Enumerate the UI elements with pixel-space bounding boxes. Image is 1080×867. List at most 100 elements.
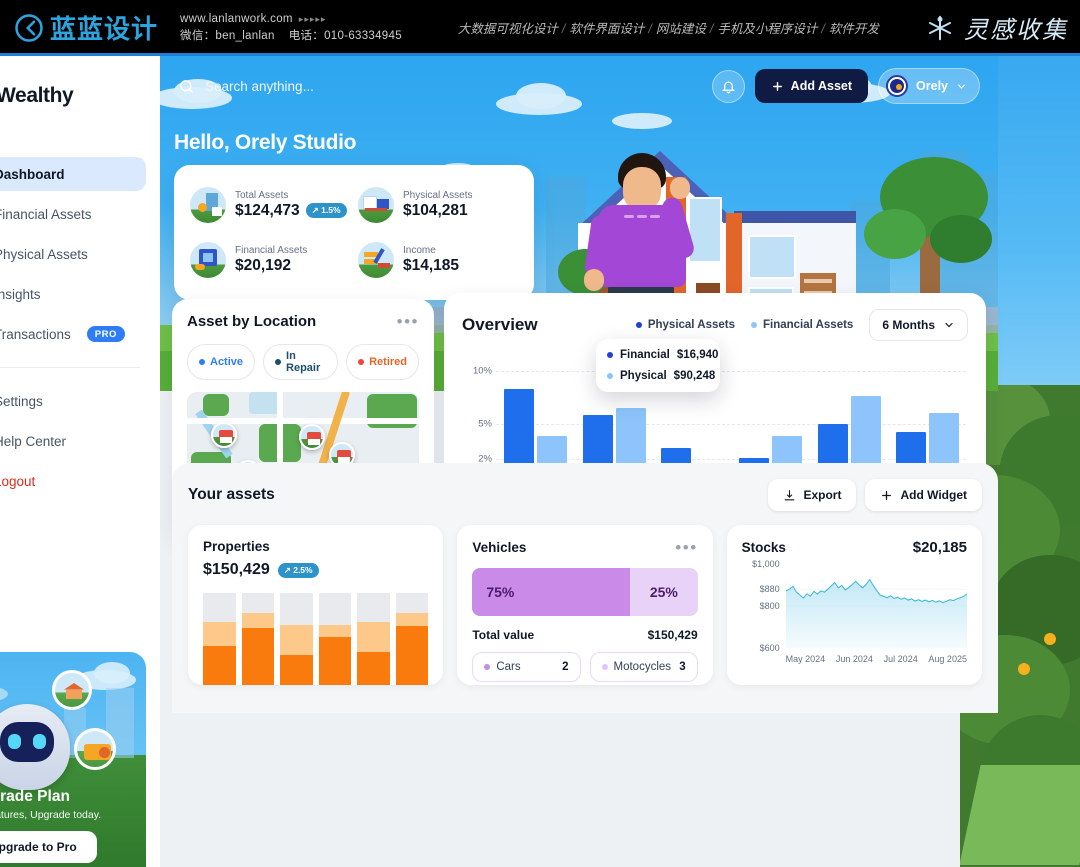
sidebar-item-financial-assets[interactable]: Financial Assets	[0, 197, 146, 231]
stat-financial-assets: Financial Assets $20,192	[190, 235, 350, 287]
stat-value: $104,281	[403, 201, 468, 219]
stat-value-row: $124,473 ↗ 1.5%	[235, 202, 347, 220]
status-chip-in-repair[interactable]: In Repair	[263, 344, 339, 380]
user-menu[interactable]: Orely	[878, 68, 980, 104]
stat-physical-assets: Physical Assets $104,281	[358, 179, 518, 231]
vehicle-chip-motocycles[interactable]: Motocycles 3	[589, 652, 698, 682]
user-name: Orely	[916, 79, 948, 93]
gridline	[496, 459, 966, 461]
download-icon	[785, 489, 795, 500]
add-widget-button[interactable]: Add Widget	[865, 479, 982, 511]
notifications-button[interactable]	[711, 69, 745, 103]
status-chip-active[interactable]: Active	[187, 344, 256, 380]
export-button[interactable]: Export	[768, 479, 857, 511]
sidebar-item-label: Settings	[0, 393, 43, 409]
card-title: Asset by Location	[187, 313, 317, 330]
status-dot	[199, 359, 205, 365]
avatar	[886, 75, 909, 97]
vehicle-dot	[484, 664, 491, 670]
stocks-y-tick: $1,000	[752, 559, 780, 569]
property-bar	[318, 593, 352, 685]
properties-title: Properties	[203, 539, 270, 554]
add-asset-button[interactable]: Add Asset	[754, 69, 869, 103]
header-actions: Add Asset Orely	[711, 68, 980, 104]
property-bar-segment-filled	[241, 627, 275, 685]
bell-icon	[721, 81, 735, 93]
agency-contact: www.lanlanwork.com ▸▸▸▸▸ 微信：ben_lanlan 电…	[180, 11, 402, 44]
status-chip-label: In Repair	[286, 350, 321, 374]
stat-label: Income	[403, 245, 436, 257]
legend-dot	[750, 322, 757, 328]
stocks-plot-area	[785, 564, 967, 648]
sidebar-item-insights[interactable]: Insights	[0, 277, 146, 311]
upgrade-to-pro-button[interactable]: Upgrade to Pro	[0, 831, 97, 863]
vehicle-chip-cars[interactable]: Cars 2	[472, 652, 581, 682]
app-screenshot: Wealthy Dashboard Financial Assets Physi…	[0, 55, 1080, 867]
header-bar: Search anything... Add Asset Orely	[160, 55, 998, 117]
sidebar-item-transactions[interactable]: Transactions PRO	[0, 317, 146, 351]
search-placeholder: Search anything...	[205, 78, 314, 94]
y-axis-tick: 2%	[478, 453, 492, 465]
status-chip-label: Retired	[369, 356, 407, 368]
sidebar-item-settings[interactable]: Settings	[0, 384, 146, 418]
sidebar-item-physical-assets[interactable]: Physical Assets	[0, 237, 146, 271]
period-selector[interactable]: 6 Months	[869, 309, 968, 341]
vehicle-chip-label: Motocycles	[613, 661, 672, 673]
stocks-x-tick: Aug 2025	[928, 654, 967, 664]
stat-label: Financial Assets	[235, 245, 308, 257]
stocks-x-axis: May 2024 Jun 2024 Jul 2024 Aug 2025	[786, 654, 967, 664]
period-value: 6 Months	[882, 318, 935, 332]
promo-banner: 蓝蓝设计 www.lanlanwork.com ▸▸▸▸▸ 微信：ben_lan…	[0, 0, 1080, 55]
chart-tooltip: Financial $16,940 Physical $90,248	[596, 339, 720, 392]
your-assets-grid: Properties $150,429 ↗ 2.5% Vehicles	[188, 525, 982, 685]
vehicle-dot	[601, 664, 608, 670]
stat-value-row: $14,185	[403, 257, 459, 275]
status-chip-retired[interactable]: Retired	[346, 344, 419, 380]
property-bar-segment-filled	[280, 654, 313, 685]
property-bar-segment-partial	[357, 622, 390, 652]
tooltip-row-financial: Financial $16,940	[607, 349, 718, 361]
vehicles-breakdown: Cars 2 Motocycles 3	[472, 652, 698, 682]
arrows-decoration: ▸▸▸▸▸	[298, 13, 327, 24]
stat-total-assets: Total Assets $124,473 ↗ 1.5%	[190, 179, 350, 231]
property-bar-segment-partial	[241, 613, 275, 628]
star-burst-icon	[929, 15, 951, 40]
app-brand-name: Wealthy	[0, 84, 74, 107]
vehicles-total-label: Total value	[472, 628, 535, 642]
upgrade-plan-card[interactable]: Upgrade Plan AI Features, Upgrade today.…	[0, 652, 146, 867]
sidebar-item-help-center[interactable]: Help Center	[0, 424, 146, 458]
property-bar-segment-empty	[395, 593, 429, 614]
tooltip-label: Financial	[620, 349, 670, 361]
map-pin[interactable]	[299, 424, 325, 450]
sidebar-divider	[0, 367, 140, 368]
vehicles-split-bar: 75% 25%	[472, 568, 698, 616]
your-assets-actions: Export Add Widget	[768, 479, 982, 511]
stocks-y-tick: $880	[759, 584, 780, 595]
card-header: Asset by Location •••	[187, 313, 419, 330]
card-menu-button[interactable]: •••	[396, 312, 419, 331]
map-pin[interactable]	[211, 422, 237, 448]
legend-label: Financial Assets	[762, 319, 854, 331]
sidebar-item-label: Insights	[0, 286, 41, 302]
stocks-chart: $1,000 $880 $800 $600 May 2024 Jun 2024 Jul 2…	[742, 559, 967, 676]
chevron-down-icon	[945, 322, 953, 328]
upgrade-plan-title: Upgrade Plan	[0, 788, 70, 805]
vehicles-total-row: Total value $150,429	[472, 628, 697, 642]
property-bar	[395, 593, 429, 685]
y-axis-tick: 5%	[478, 418, 492, 430]
properties-card: Properties $150,429 ↗ 2.5%	[188, 525, 444, 685]
sidebar-item-logout[interactable]: Logout	[0, 464, 146, 498]
stocks-value: $20,185	[912, 539, 967, 556]
stocks-x-tick: Jul 2024	[883, 654, 918, 664]
sidebar-item-dashboard[interactable]: Dashboard	[0, 157, 146, 191]
property-bar-segment-empty	[357, 593, 390, 623]
vehicles-menu-button[interactable]: •••	[675, 538, 698, 557]
stat-label: Physical Assets	[403, 189, 473, 201]
vehicle-chip-count: 3	[679, 661, 686, 673]
sidebar-nav: Dashboard Financial Assets Physical Asse…	[0, 157, 146, 351]
upgrade-plan-subtitle: AI Features, Upgrade today.	[0, 809, 102, 821]
house-badge-icon	[52, 670, 92, 710]
search-input[interactable]: Search anything...	[178, 78, 712, 95]
stocks-y-tick: $600	[759, 643, 780, 653]
add-widget-label: Add Widget	[900, 488, 967, 502]
